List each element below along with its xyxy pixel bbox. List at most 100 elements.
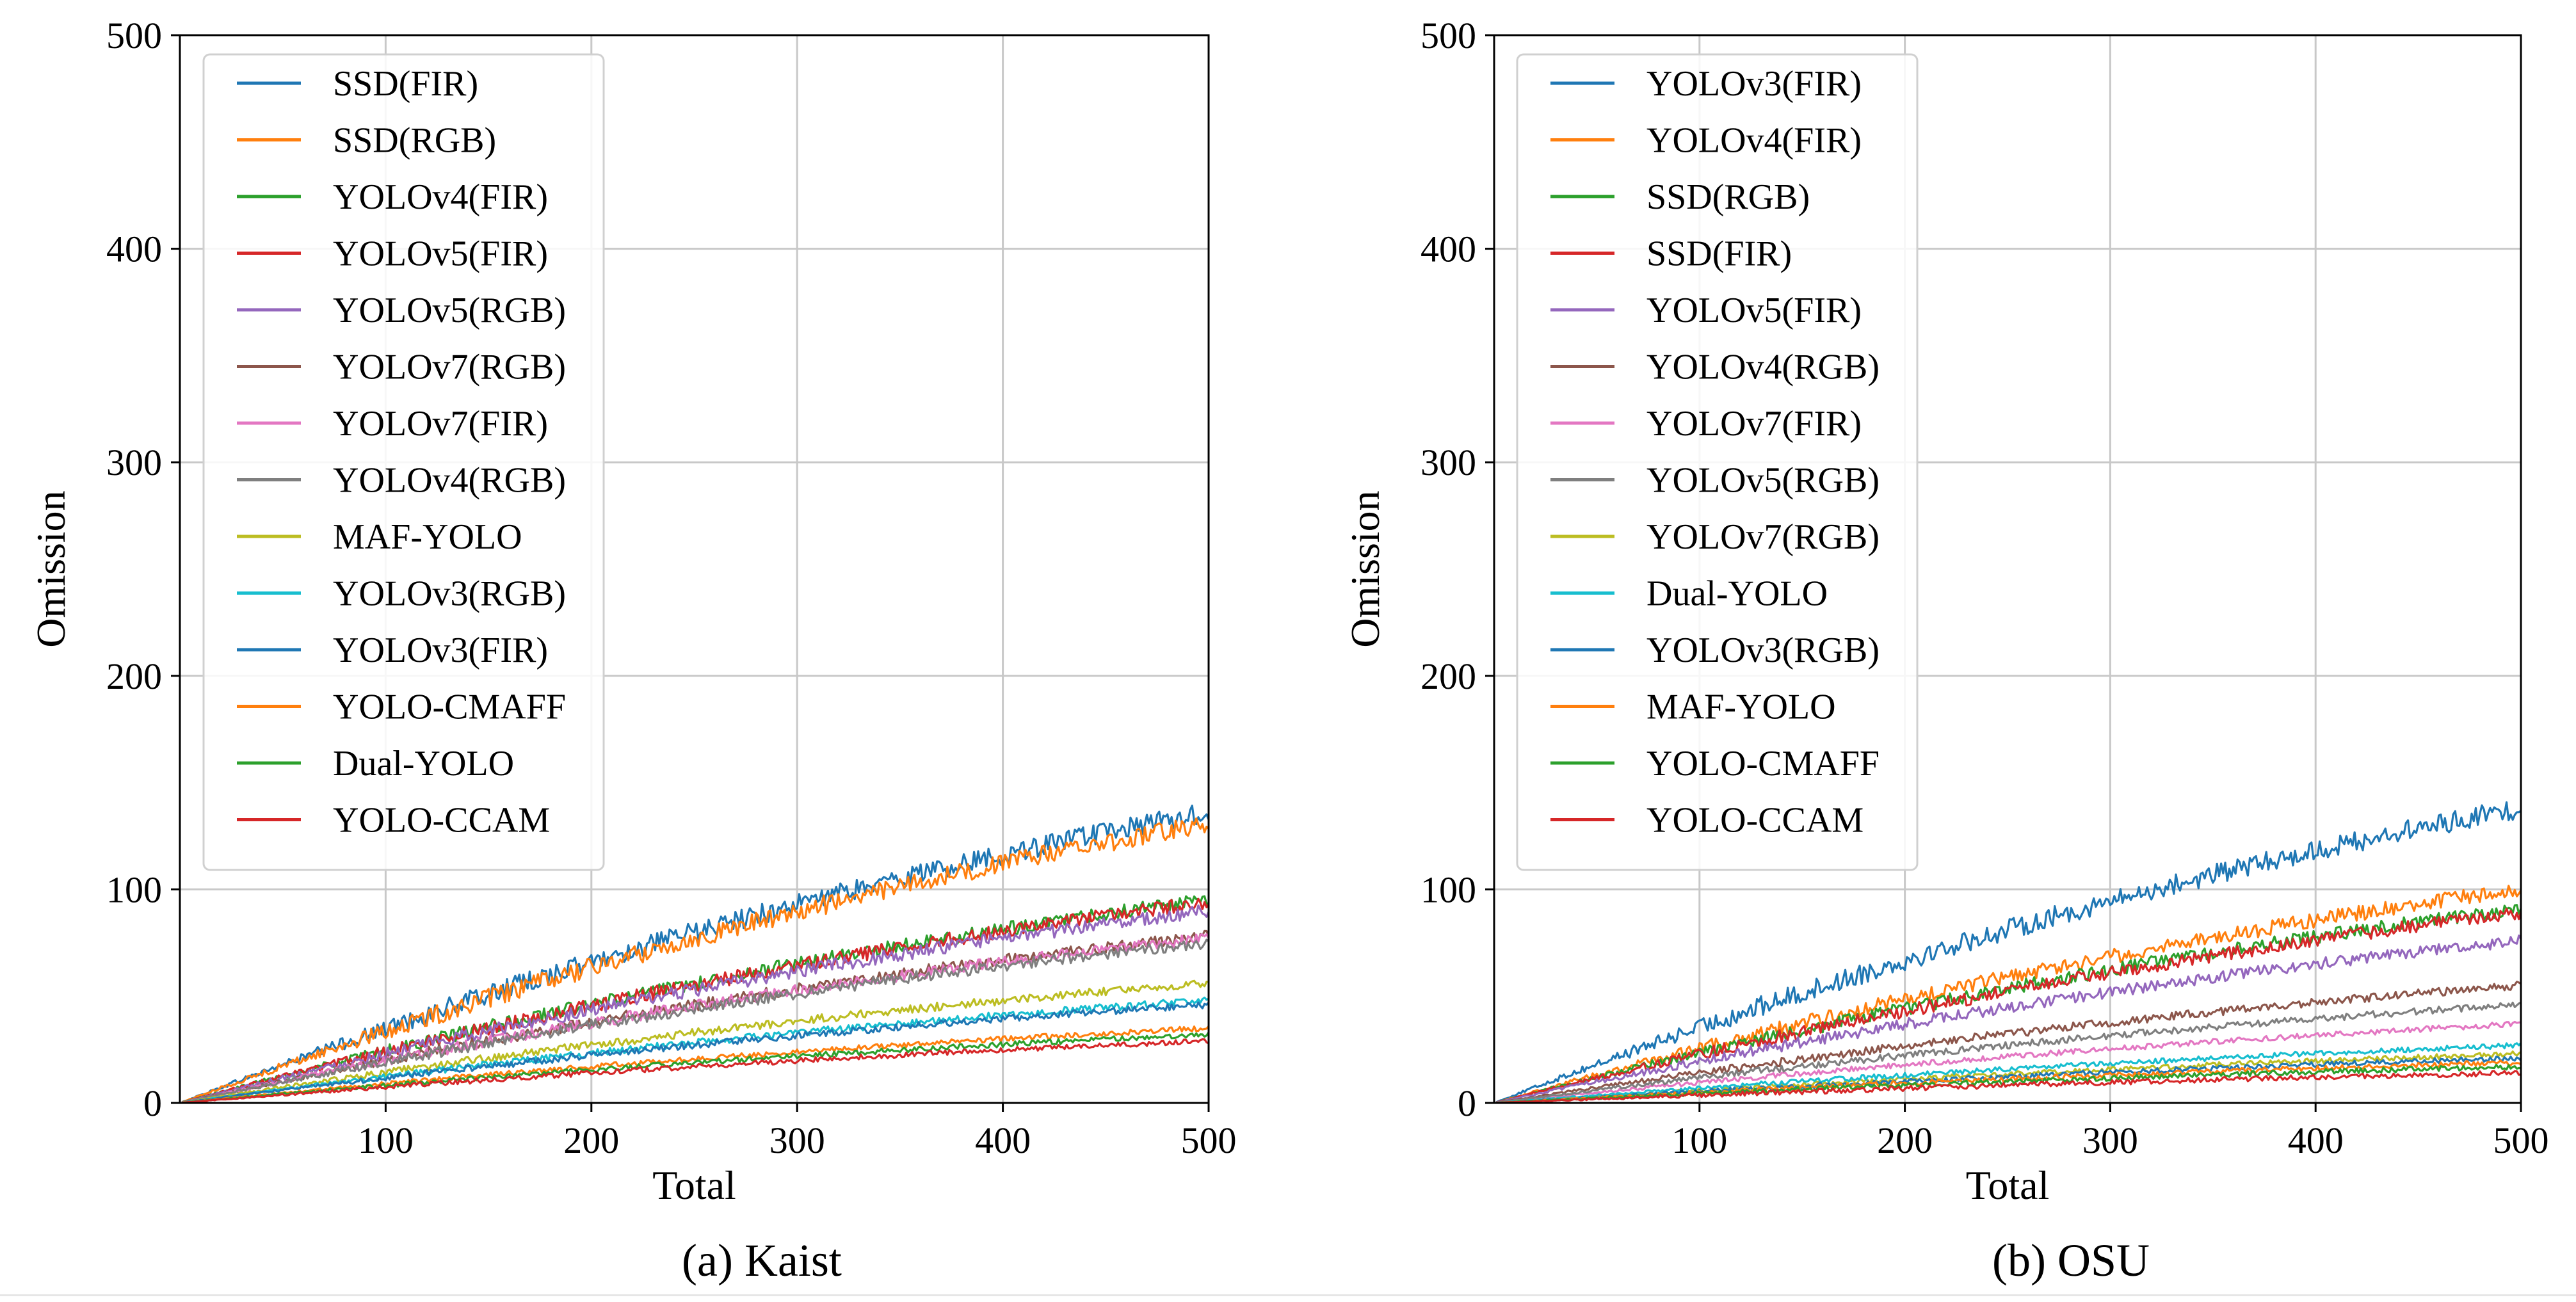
legend-label: YOLOv3(RGB) — [333, 574, 566, 614]
legend-label: Dual-YOLO — [1646, 574, 1828, 614]
legend-item: MAF-YOLO — [1550, 687, 1836, 727]
y-axis-label: Omission — [1342, 490, 1388, 647]
series-line — [1496, 1056, 2522, 1104]
y-tick-label: 200 — [1421, 655, 1476, 697]
legend-label: Dual-YOLO — [333, 744, 514, 784]
legend-item: YOLOv7(RGB) — [1550, 517, 1880, 557]
legend: SSD(FIR) SSD(RGB) YOLOv4(FIR) YOLOv5(FIR) YO… — [202, 53, 605, 871]
legend-item: SSD(RGB) — [1550, 177, 1810, 217]
legend-label: YOLOv5(FIR) — [1646, 291, 1862, 330]
y-tick-label: 100 — [106, 869, 162, 910]
x-tick-label: 200 — [563, 1120, 619, 1161]
series-line — [1496, 1070, 2522, 1104]
legend-label: YOLOv3(FIR) — [333, 631, 548, 670]
legend-item: YOLOv4(RGB) — [237, 461, 566, 501]
x-tick-label: 500 — [2493, 1120, 2549, 1161]
legend-item: YOLO-CCAM — [1550, 801, 1864, 840]
legend-item: YOLO-CCAM — [237, 801, 550, 840]
legend-label: YOLO-CMAFF — [1646, 744, 1880, 784]
ticks: 100 200 300 400 500 0 100 200 300 400 500 — [106, 15, 1237, 1161]
legend-item: YOLOv5(FIR) — [237, 234, 548, 274]
legend-item: YOLOv3(RGB) — [237, 574, 566, 614]
legend: YOLOv3(FIR) YOLOv4(FIR) SSD(RGB) SSD(FIR) YO… — [1516, 53, 1919, 871]
x-tick-label: 300 — [769, 1120, 825, 1161]
y-tick-label: 300 — [106, 442, 162, 483]
legend-item: YOLOv7(FIR) — [1550, 404, 1862, 444]
series-line — [1496, 1042, 2522, 1104]
legend-box — [202, 53, 605, 871]
legend-label: MAF-YOLO — [1646, 687, 1836, 727]
legend-item: YOLOv5(RGB) — [237, 291, 566, 330]
series-lines — [181, 804, 1210, 1104]
legend-item: YOLOv3(RGB) — [1550, 631, 1880, 670]
legend-label: YOLOv4(RGB) — [333, 461, 566, 501]
legend-label: YOLO-CCAM — [333, 801, 550, 840]
legend-item: YOLOv5(RGB) — [1550, 461, 1880, 501]
legend-item: YOLOv3(FIR) — [1550, 64, 1862, 104]
legend-item: YOLOv4(RGB) — [1550, 348, 1880, 387]
ticks: 100 200 300 400 500 0 100 200 300 400 500 — [1421, 15, 2549, 1161]
legend-label: YOLOv7(RGB) — [333, 348, 566, 387]
legend-item: YOLO-CMAFF — [1550, 744, 1880, 784]
y-tick-label: 400 — [106, 229, 162, 270]
legend-label: YOLO-CCAM — [1646, 801, 1864, 840]
legend-label: YOLOv5(FIR) — [333, 234, 548, 274]
legend-label: YOLOv7(FIR) — [1646, 404, 1862, 444]
legend-item: SSD(RGB) — [237, 121, 496, 161]
legend-label: SSD(RGB) — [333, 121, 496, 161]
legend-item: YOLOv7(FIR) — [237, 404, 548, 444]
axes-frame — [1493, 34, 2522, 1104]
x-tick-label: 300 — [2082, 1120, 2138, 1161]
legend-item: YOLOv4(FIR) — [1550, 121, 1862, 161]
legend-label: SSD(FIR) — [333, 64, 478, 104]
legend-label: YOLOv5(RGB) — [1646, 461, 1880, 501]
legend-item: YOLOv4(FIR) — [237, 177, 548, 217]
legend-label: YOLO-CMAFF — [333, 687, 566, 727]
series-line — [1495, 934, 2522, 1104]
series-line — [1495, 801, 2522, 1104]
series-line — [182, 1038, 1209, 1104]
legend-label: YOLOv7(FIR) — [333, 404, 548, 444]
bottom-divider — [0, 1294, 2576, 1296]
axes-frame — [179, 34, 1210, 1104]
y-tick-label: 100 — [1421, 869, 1476, 910]
legend-label: YOLOv5(RGB) — [333, 291, 566, 330]
x-tick-label: 400 — [2288, 1120, 2344, 1161]
x-tick-label: 400 — [975, 1120, 1031, 1161]
y-axis-label: Omission — [28, 490, 74, 647]
series-line — [1496, 1020, 2522, 1104]
legend-label: SSD(RGB) — [1646, 177, 1810, 217]
series-line — [181, 938, 1210, 1104]
legend-item: Dual-YOLO — [1550, 574, 1828, 614]
legend-item: YOLOv7(RGB) — [237, 348, 566, 387]
x-tick-label: 100 — [1671, 1120, 1727, 1161]
legend-label: SSD(FIR) — [1646, 234, 1792, 274]
legend-item: MAF-YOLO — [237, 517, 522, 557]
legend-item: Dual-YOLO — [237, 744, 514, 784]
legend-item: SSD(FIR) — [1550, 234, 1792, 274]
x-tick-label: 200 — [1877, 1120, 1933, 1161]
series-line — [181, 817, 1210, 1104]
y-tick-label: 500 — [1421, 15, 1476, 56]
panel-caption: (a) Kaist — [682, 1235, 842, 1286]
series-line — [182, 1001, 1210, 1104]
legend-label: YOLOv4(FIR) — [1646, 121, 1862, 161]
x-axis-label: Total — [1966, 1162, 2050, 1208]
y-tick-label: 400 — [1421, 229, 1476, 270]
series-line — [1495, 904, 2522, 1104]
series-line — [1496, 1001, 2522, 1104]
legend-item: YOLO-CMAFF — [237, 687, 566, 727]
y-tick-label: 0 — [143, 1082, 162, 1124]
legend-box — [1516, 53, 1919, 871]
legend-label: YOLOv3(FIR) — [1646, 64, 1862, 104]
legend-label: YOLOv7(RGB) — [1646, 517, 1880, 557]
series-lines — [1495, 801, 2522, 1104]
legend-label: YOLOv4(RGB) — [1646, 348, 1880, 387]
chart-panel-osu: 100 200 300 400 500 0 100 200 300 400 500 Total Omis… — [1342, 15, 2549, 1286]
x-tick-label: 100 — [358, 1120, 414, 1161]
series-line — [181, 979, 1209, 1104]
legend-item: YOLOv3(FIR) — [237, 631, 548, 670]
x-axis-label: Total — [652, 1162, 736, 1208]
x-tick-label: 500 — [1181, 1120, 1237, 1161]
